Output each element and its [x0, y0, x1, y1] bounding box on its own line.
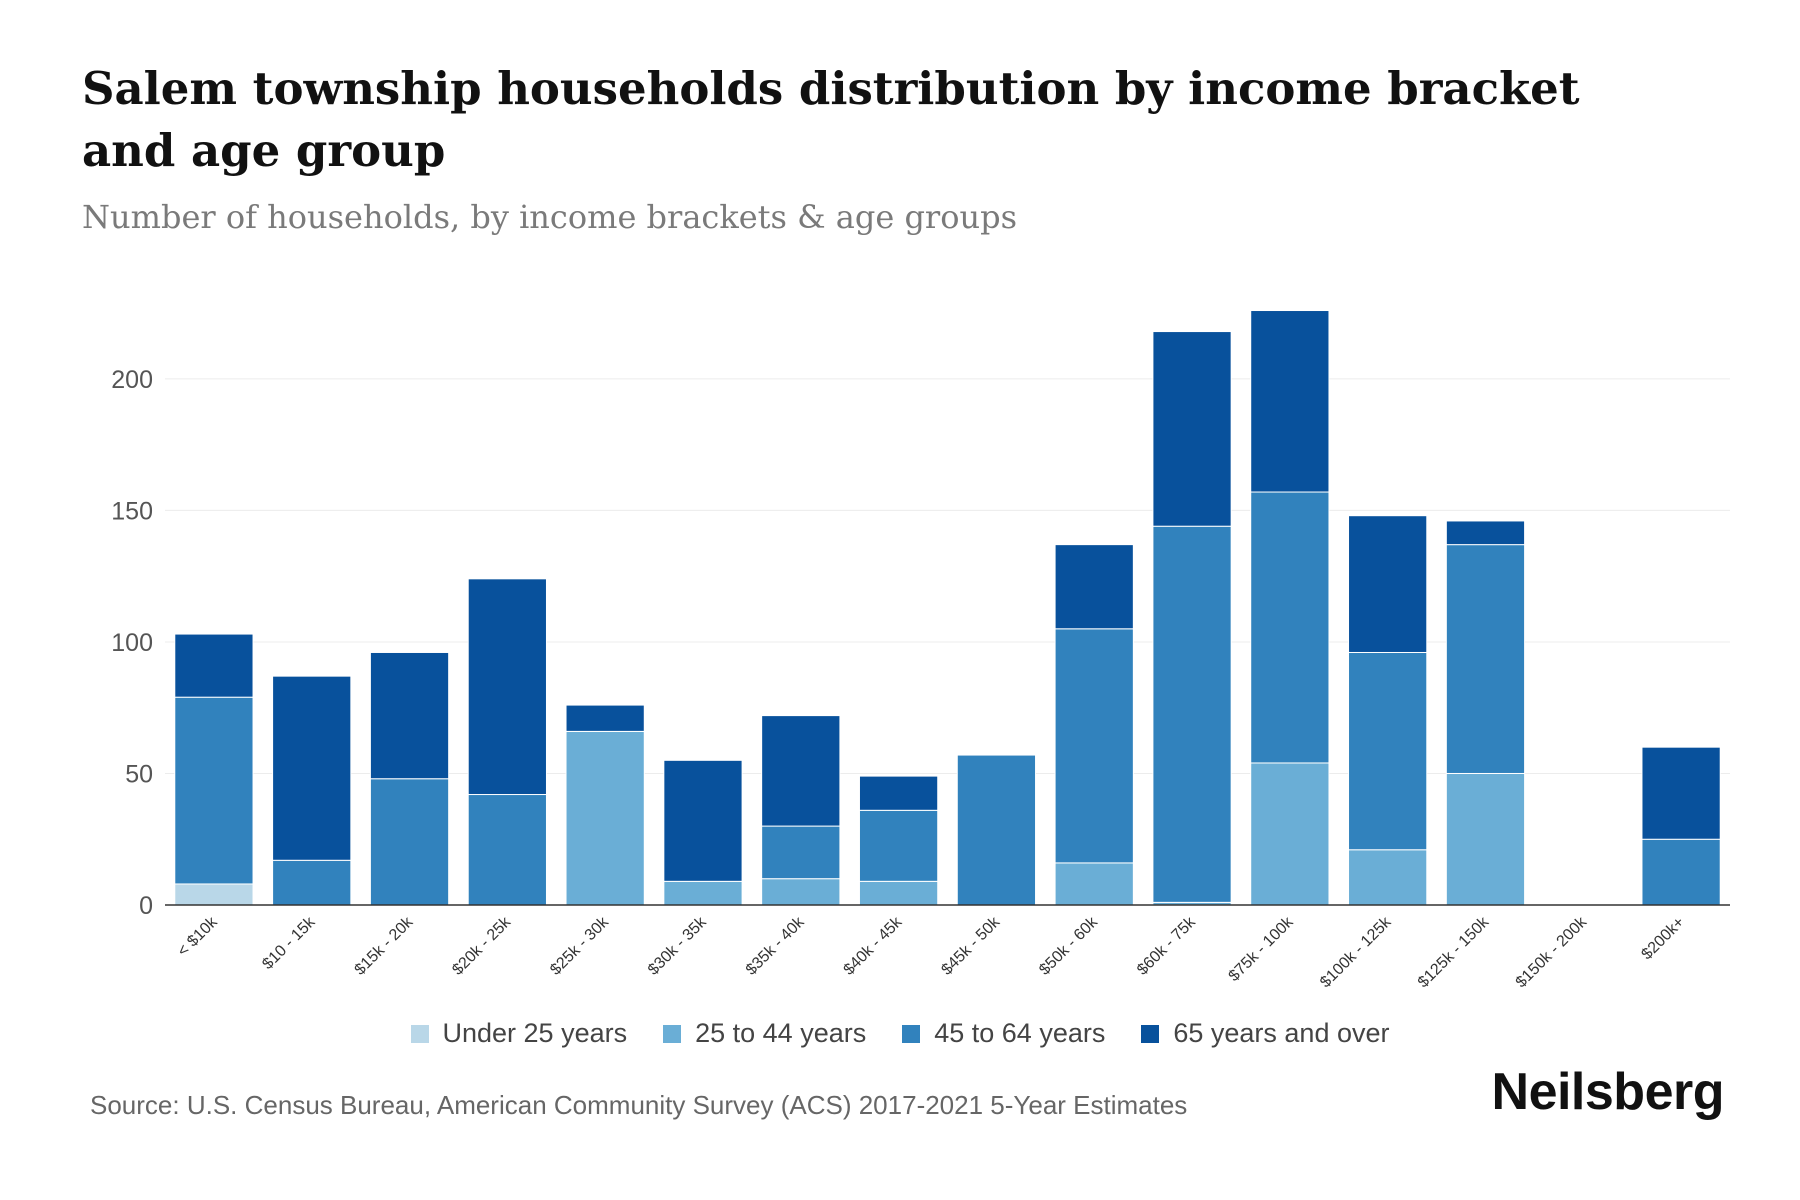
chart-title: Salem township households distribution b… — [82, 62, 1580, 177]
bar-segment — [663, 880, 743, 906]
bar-segment — [467, 578, 547, 796]
bar-segment — [369, 778, 450, 906]
bar-segment — [1348, 515, 1428, 653]
chart-subtitle: Number of households, by income brackets… — [82, 198, 1017, 236]
y-tick-label: 150 — [111, 497, 153, 525]
bar-segment — [663, 759, 743, 882]
bar-segment — [1445, 772, 1526, 906]
bar-segment — [467, 794, 547, 906]
legend-swatch — [1141, 1024, 1160, 1043]
x-tick-label: $20k - 25k — [449, 913, 515, 979]
source-note: Source: U.S. Census Bureau, American Com… — [90, 1090, 1188, 1120]
x-tick-label: $150k - 200k — [1513, 913, 1591, 991]
legend-label: 65 years and over — [1173, 1018, 1390, 1048]
legend-item: 25 to 44 years — [663, 1018, 866, 1049]
bar-segment — [1348, 651, 1428, 851]
x-tick-label: $25k - 30k — [547, 913, 613, 979]
bar-segment — [565, 730, 645, 906]
bar-segment — [565, 704, 645, 732]
bar-segment — [1152, 525, 1232, 903]
bar-segment — [858, 809, 939, 882]
x-tick-label: $45k - 50k — [938, 913, 1004, 979]
bar-segment — [1152, 331, 1232, 527]
legend-label: 45 to 64 years — [934, 1018, 1106, 1048]
legend-label: 25 to 44 years — [695, 1018, 867, 1048]
legend-swatch — [410, 1024, 429, 1043]
x-tick-label: $75k - 100k — [1226, 913, 1298, 985]
y-tick-label: 0 — [139, 892, 153, 920]
chart-legend: Under 25 years 25 to 44 years 45 to 64 yea… — [0, 1018, 1800, 1049]
stacked-bar-chart: 0 50 100 150 200 < $10k $10 - 15k $15k - 20k $20… — [111, 310, 1730, 991]
x-tick-label: $50k - 60k — [1036, 913, 1102, 979]
x-tick-label: $200k+ — [1638, 914, 1687, 963]
bar-segment — [1445, 520, 1526, 546]
bar-segment — [761, 825, 841, 880]
bar-segment — [1445, 544, 1526, 774]
bar-segment — [1054, 628, 1134, 864]
bar-segment — [174, 883, 254, 906]
bar-segment — [1250, 491, 1330, 764]
bar-segment — [1054, 544, 1134, 630]
brand-logo: Neilsberg — [1491, 1063, 1725, 1121]
legend-swatch — [663, 1024, 682, 1043]
bar-segment — [858, 775, 939, 811]
bar-segment — [174, 696, 254, 885]
bar-segment — [1641, 746, 1721, 840]
bar-segment — [1250, 762, 1330, 906]
legend-label: Under 25 years — [442, 1018, 628, 1048]
y-tick-label: 100 — [111, 629, 153, 657]
y-tick-label: 50 — [125, 760, 153, 788]
x-tick-label: $60k - 75k — [1134, 913, 1200, 979]
bar-segment — [272, 859, 352, 906]
x-tick-label: $35k - 40k — [743, 913, 809, 979]
x-tick-label: $15k - 20k — [352, 913, 418, 979]
bar-segment — [1054, 862, 1134, 906]
bar-segment — [761, 715, 841, 827]
legend-item: 65 years and over — [1141, 1018, 1390, 1049]
bar-segment — [174, 633, 254, 698]
bar-segment — [1250, 310, 1330, 493]
x-tick-label: $100k - 125k — [1317, 913, 1395, 991]
bar-segment — [272, 675, 352, 861]
legend-item: 45 to 64 years — [902, 1018, 1105, 1049]
y-tick-label: 200 — [111, 366, 153, 394]
x-tick-label: $40k - 45k — [841, 913, 907, 979]
x-tick-label: $10 - 15k — [259, 913, 319, 973]
bar-segment — [369, 651, 450, 780]
x-tick-label: $30k - 35k — [645, 913, 711, 979]
legend-item: Under 25 years — [410, 1018, 628, 1049]
bar-segment — [761, 878, 841, 906]
legend-swatch — [902, 1024, 921, 1043]
x-tick-label: $125k - 150k — [1415, 913, 1493, 991]
x-tick-label: < $10k — [174, 913, 221, 960]
bar-segment — [1641, 838, 1721, 906]
bar-segment — [956, 754, 1037, 906]
bar-segment — [858, 880, 939, 906]
bar-segment — [1348, 849, 1428, 906]
